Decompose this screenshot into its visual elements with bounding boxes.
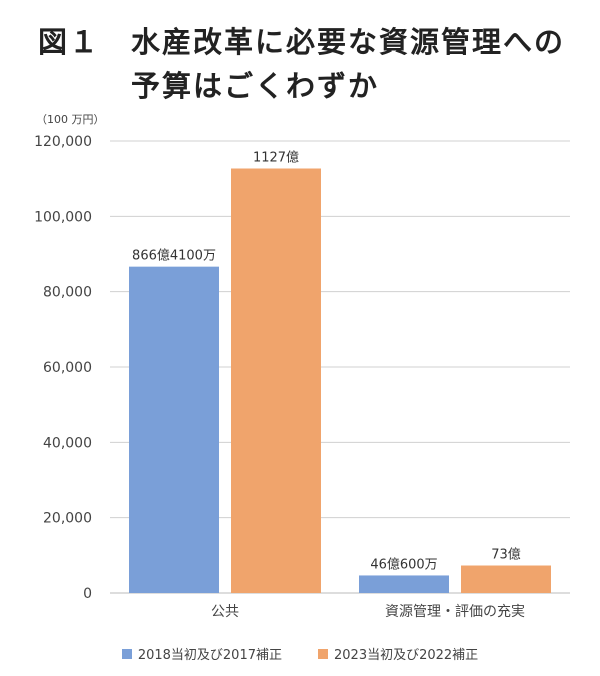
y-tick-label: 120,000 xyxy=(34,134,92,150)
y-tick-label: 20,000 xyxy=(43,511,92,527)
data-label: 73億 xyxy=(491,547,521,563)
data-label: 866億4100万 xyxy=(132,248,216,264)
title-line-1: 図１ 水産改革に必要な資源管理への xyxy=(38,25,566,59)
bar-series-1-category-1 xyxy=(129,266,219,593)
bar-chart: 0 20,000 40,000 60,000 80,000 100,000 120,000 8… xyxy=(34,134,570,620)
y-tick-label: 0 xyxy=(83,586,92,602)
chart-title: 図１ 水産改革に必要な資源管理への 予算はごくわずか xyxy=(38,20,565,108)
legend-swatch-series-1 xyxy=(121,648,132,659)
legend-swatch-series-2 xyxy=(318,648,328,659)
x-tick-label: 公共 xyxy=(211,604,239,620)
title-line-2: 予算はごくわずか xyxy=(38,69,380,103)
legend: 2018当初及び2017補正 2023当初及び2022補正 xyxy=(0,644,600,663)
y-tick-label: 100,000 xyxy=(34,209,92,225)
bar-series-2-category-2 xyxy=(461,565,551,593)
bar-series-2-category-1 xyxy=(231,168,321,593)
legend-label-series-2: 2023当初及び2022補正 xyxy=(334,648,479,663)
legend-item-series-2: 2023当初及び2022補正 xyxy=(318,644,478,663)
x-tick-label: 資源管理・評価の充実 xyxy=(385,604,525,620)
legend-item-series-1: 2018当初及び2017補正 xyxy=(121,644,282,663)
unit-label: （100 万円） xyxy=(36,113,105,126)
data-label: 46億600万 xyxy=(370,556,437,572)
bar-series-1-category-2 xyxy=(359,575,449,593)
y-tick-label: 60,000 xyxy=(43,360,92,376)
y-tick-label: 40,000 xyxy=(43,435,92,451)
legend-label-series-1: 2018当初及び2017補正 xyxy=(137,648,282,663)
data-label: 1127億 xyxy=(253,149,299,165)
y-tick-label: 80,000 xyxy=(43,285,92,301)
